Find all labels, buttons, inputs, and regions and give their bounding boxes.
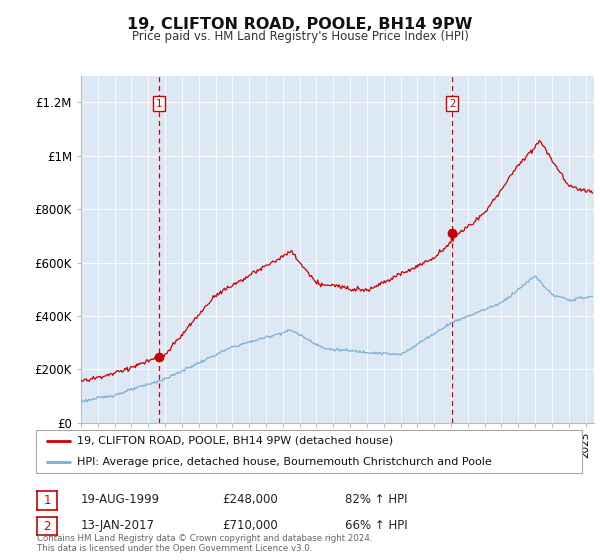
Text: 19, CLIFTON ROAD, POOLE, BH14 9PW: 19, CLIFTON ROAD, POOLE, BH14 9PW — [127, 17, 473, 32]
Text: £710,000: £710,000 — [222, 519, 278, 532]
Text: Contains HM Land Registry data © Crown copyright and database right 2024.
This d: Contains HM Land Registry data © Crown c… — [37, 534, 373, 553]
Text: HPI: Average price, detached house, Bournemouth Christchurch and Poole: HPI: Average price, detached house, Bour… — [77, 457, 492, 467]
Text: 2: 2 — [449, 99, 455, 109]
Text: 19, CLIFTON ROAD, POOLE, BH14 9PW (detached house): 19, CLIFTON ROAD, POOLE, BH14 9PW (detac… — [77, 436, 393, 446]
Text: 82% ↑ HPI: 82% ↑ HPI — [345, 493, 407, 506]
Text: 1: 1 — [156, 99, 162, 109]
Text: 66% ↑ HPI: 66% ↑ HPI — [345, 519, 407, 532]
Text: 19-AUG-1999: 19-AUG-1999 — [81, 493, 160, 506]
Text: £248,000: £248,000 — [222, 493, 278, 506]
Text: 2: 2 — [43, 520, 51, 533]
Text: 1: 1 — [43, 494, 51, 507]
Text: Price paid vs. HM Land Registry's House Price Index (HPI): Price paid vs. HM Land Registry's House … — [131, 30, 469, 43]
Text: 13-JAN-2017: 13-JAN-2017 — [81, 519, 155, 532]
